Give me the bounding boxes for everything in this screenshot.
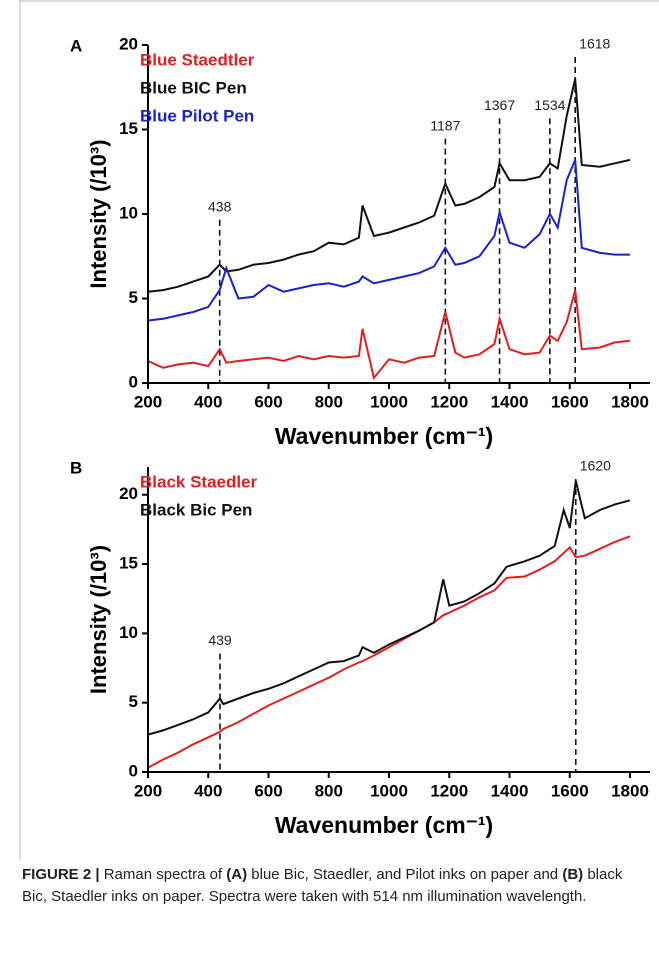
caption-text: (A): [226, 866, 248, 883]
x-tick-label: 1000: [370, 781, 408, 800]
y-tick-label: 5: [129, 692, 138, 711]
y-tick-label: 15: [119, 119, 138, 138]
x-tick-label: 1800: [611, 781, 649, 800]
x-tick-label: 1800: [611, 392, 649, 411]
legend-label: Blue BIC Pen: [140, 78, 247, 97]
peak-label: 438: [208, 198, 232, 214]
x-tick-label: 1000: [370, 392, 408, 411]
y-tick-label: 20: [119, 34, 138, 53]
spectrum-line: [147, 480, 631, 736]
peak-label: 1187: [430, 117, 460, 133]
x-tick-label: 400: [194, 781, 222, 800]
x-tick-label: 1200: [430, 781, 468, 800]
x-tick-label: 400: [194, 392, 222, 411]
legend-label: Blue Staedtler: [140, 50, 255, 69]
spectrum-line: [147, 159, 630, 322]
x-tick-label: 1400: [491, 392, 529, 411]
legend-label: Black Staedler: [140, 472, 258, 491]
x-tick-label: 1600: [551, 392, 589, 411]
caption-text: blue Bic, Staedler, and Pilot inks on pa…: [247, 866, 563, 883]
y-tick-label: 20: [119, 484, 138, 503]
y-tick-label: 10: [119, 203, 138, 222]
spectrum-line: [147, 78, 631, 293]
y-axis-title: Intensity (/10³): [86, 139, 111, 288]
x-tick-label: 800: [315, 392, 343, 411]
spectrum-line: [147, 289, 631, 381]
y-tick-label: 0: [129, 372, 138, 391]
peak-label: 1534: [534, 97, 565, 113]
peak-label: 1620: [580, 458, 611, 474]
caption-text: (B): [562, 866, 584, 883]
x-tick-label: 600: [254, 781, 282, 800]
x-tick-label: 600: [254, 392, 282, 411]
y-axis-title: Intensity (/10³): [86, 545, 111, 694]
x-tick-label: 200: [134, 781, 162, 800]
x-tick-label: 1400: [491, 781, 529, 800]
peak-label: 439: [208, 632, 232, 648]
y-tick-label: 0: [129, 761, 138, 780]
x-axis-title: Wavenumber (cm⁻¹): [275, 812, 493, 838]
panel-label: A: [70, 36, 82, 55]
y-tick-label: 5: [129, 288, 138, 307]
x-tick-label: 800: [315, 781, 343, 800]
y-tick-label: 15: [119, 554, 138, 573]
legend-label: Blue Pilot Pen: [140, 106, 254, 125]
legend-label: Black Bic Pen: [140, 500, 252, 519]
x-tick-label: 200: [134, 392, 162, 411]
y-tick-label: 10: [119, 623, 138, 642]
caption-label: FIGURE 2 |: [22, 866, 100, 883]
caption-text: Raman spectra of: [99, 866, 227, 883]
x-tick-label: 1200: [430, 392, 468, 411]
panel-label: B: [70, 458, 82, 477]
peak-label: 1367: [484, 97, 515, 113]
peak-label: 1618: [579, 36, 610, 52]
caption-text: black Bic, Staedler inks on paper. Spect…: [22, 866, 623, 905]
x-tick-label: 1600: [551, 781, 589, 800]
caption: FIGURE 2 | Raman spectra of (A) blue Bic…: [22, 864, 637, 908]
spectrum-line: [147, 535, 631, 769]
x-axis-title: Wavenumber (cm⁻¹): [275, 423, 493, 449]
